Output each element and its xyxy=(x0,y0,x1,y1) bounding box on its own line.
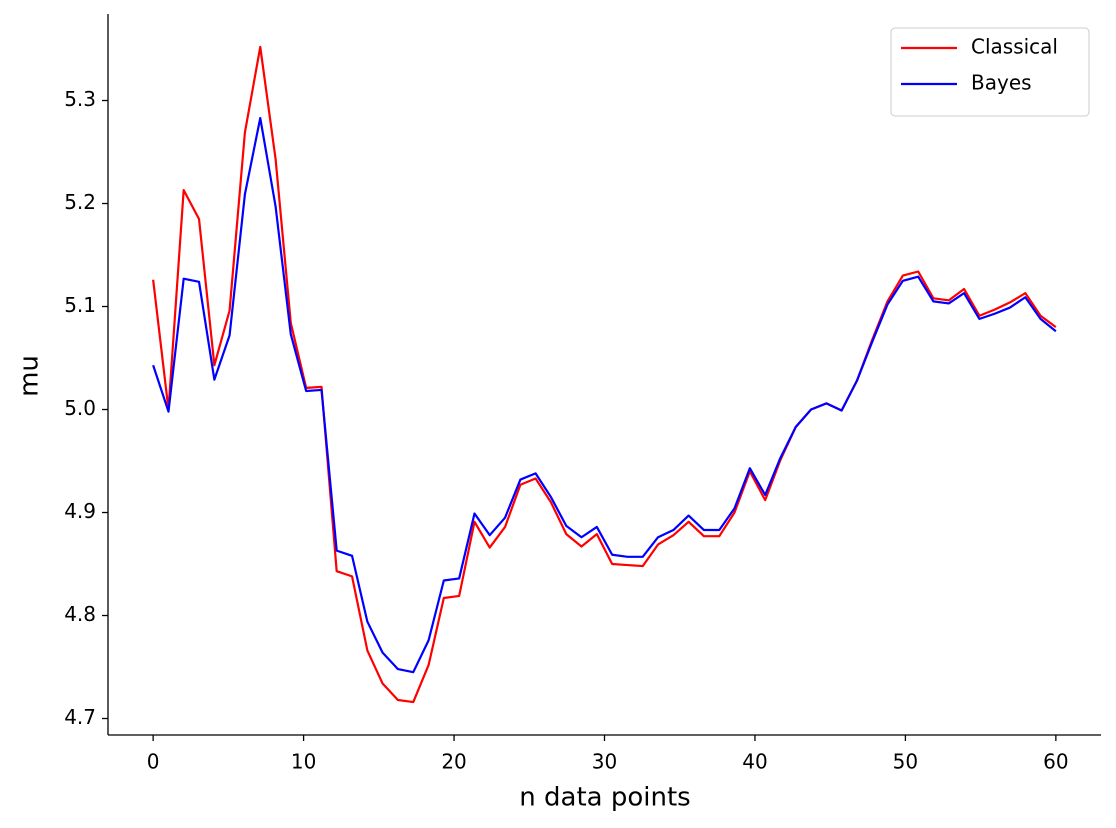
x-axis-label: n data points xyxy=(519,783,690,813)
series-line xyxy=(152,45,1057,704)
legend-frame xyxy=(890,27,1090,117)
y-tick-label: 4.7 xyxy=(64,705,96,729)
y-axis-label: mu xyxy=(15,355,45,397)
x-tick-label: 20 xyxy=(441,750,466,774)
x-tick-label: 60 xyxy=(1043,750,1068,774)
x-tick-label: 0 xyxy=(147,750,160,774)
y-tick-label: 5.0 xyxy=(64,396,96,420)
legend-label: Bayes xyxy=(971,71,1032,95)
x-tick-label: 10 xyxy=(291,750,316,774)
series-line xyxy=(152,116,1057,674)
y-tick-label: 5.3 xyxy=(64,87,96,111)
x-tick-label: 40 xyxy=(742,750,767,774)
y-tick-label: 5.2 xyxy=(64,190,96,214)
y-tick-label: 4.8 xyxy=(64,602,96,626)
y-tick-label: 5.1 xyxy=(64,293,96,317)
x-tick-label: 30 xyxy=(592,750,617,774)
legend: Classical Bayes xyxy=(890,27,1090,117)
x-tick-label: 50 xyxy=(893,750,918,774)
y-tick-label: 4.9 xyxy=(64,499,96,523)
legend-label: Classical xyxy=(971,35,1058,59)
